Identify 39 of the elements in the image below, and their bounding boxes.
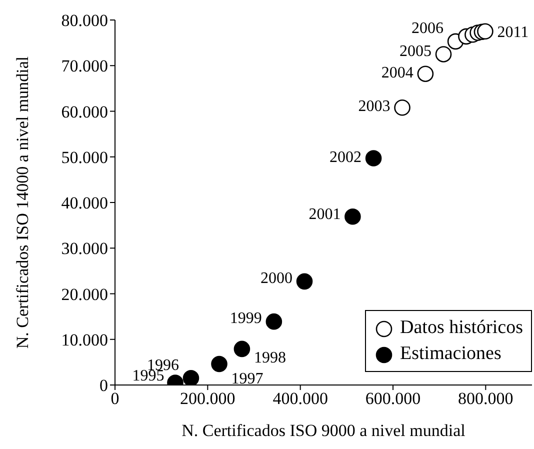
point xyxy=(211,356,228,372)
annotation: 2005 xyxy=(400,42,432,60)
annotation: 2000 xyxy=(260,270,293,288)
point xyxy=(296,273,313,290)
annotation: 2004 xyxy=(381,64,414,82)
annotation: 2006 xyxy=(412,20,444,38)
point xyxy=(344,208,361,225)
point xyxy=(234,340,250,358)
y-tick-label: 70.000 xyxy=(61,56,108,76)
x-tick-label: 400.000 xyxy=(272,389,328,408)
point xyxy=(417,66,434,82)
y-tick-label: 40.000 xyxy=(61,194,108,213)
annotation: 1998 xyxy=(254,350,286,367)
x-tick-label: 200.000 xyxy=(180,389,236,408)
annotation: 1999 xyxy=(230,310,262,328)
annotation: 2011 xyxy=(497,24,529,42)
y-tick-label: 30.000 xyxy=(61,239,108,258)
legend-label: Datos históricos xyxy=(399,316,523,340)
point xyxy=(365,150,382,166)
y-tick-label: 80.000 xyxy=(61,11,108,30)
annotation: 2002 xyxy=(330,148,362,166)
legend-label: Estimaciones xyxy=(399,342,502,366)
y-tick-label: 60.000 xyxy=(61,102,108,122)
annotation: 2003 xyxy=(358,98,390,116)
y-axis-title: N. Certificados ISO 14000 a nivel mundial xyxy=(13,56,32,349)
point xyxy=(435,46,452,62)
y-tick-label: 20.000 xyxy=(61,284,108,304)
x-tick-label: 600.000 xyxy=(365,389,421,408)
x-tick-label: 800.000 xyxy=(458,389,514,408)
y-tick-label: 10.000 xyxy=(61,330,108,350)
point xyxy=(182,370,200,385)
y-tick-label: 0 xyxy=(100,376,108,396)
point xyxy=(394,99,410,116)
point xyxy=(266,313,282,330)
x-axis-title: N. Certificados ISO 9000 a nivel mundial xyxy=(182,421,466,440)
y-tick-label: 50.000 xyxy=(61,148,108,167)
annotation: 1997 xyxy=(231,370,264,388)
annotation: 2001 xyxy=(308,206,341,224)
point xyxy=(477,23,494,40)
